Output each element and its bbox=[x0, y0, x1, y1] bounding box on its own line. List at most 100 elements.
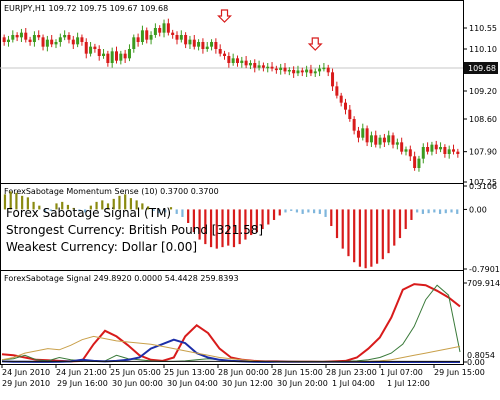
signal-tick-label: 709.9141 bbox=[467, 279, 500, 288]
momentum-bar bbox=[26, 197, 29, 210]
momentum-bar bbox=[55, 203, 58, 210]
candle-body bbox=[261, 65, 265, 68]
momentum-bar bbox=[301, 209, 304, 214]
momentum-bar bbox=[278, 209, 281, 216]
down-arrow-icon bbox=[217, 9, 232, 23]
candle-body bbox=[84, 42, 88, 54]
candle-body bbox=[244, 60, 248, 66]
time-label-row2: 30 Jun 00:00 bbox=[112, 379, 163, 388]
candle-body bbox=[240, 60, 244, 63]
momentum-bar bbox=[393, 209, 396, 246]
candle-body bbox=[296, 70, 300, 74]
candle-body bbox=[37, 35, 41, 38]
candle-body bbox=[313, 71, 317, 74]
time-label-row2: 1 Jul 12:00 bbox=[387, 379, 430, 388]
momentum-bar bbox=[152, 209, 155, 211]
time-label-row2: 29 Jun 2010 bbox=[2, 379, 50, 388]
momentum-bar bbox=[238, 209, 241, 245]
candle-body bbox=[45, 39, 49, 47]
candle-body bbox=[89, 46, 93, 54]
candles-group bbox=[2, 18, 460, 172]
momentum-bar bbox=[456, 209, 459, 214]
momentum-bar bbox=[89, 205, 92, 210]
momentum-bar bbox=[118, 195, 121, 210]
candle-body bbox=[318, 68, 322, 72]
candle-body bbox=[378, 137, 382, 145]
candle-body bbox=[54, 42, 58, 45]
momentum-header: ForexSabotage Momentum Sense (10) 0.3700… bbox=[4, 187, 219, 196]
main-tick-label: 110.55 bbox=[469, 24, 497, 33]
momentum-bar bbox=[267, 209, 270, 225]
momentum-bar bbox=[72, 207, 75, 210]
candle-body bbox=[274, 68, 278, 71]
momentum-bar bbox=[129, 198, 133, 210]
candle-body bbox=[365, 128, 369, 143]
momentum-bar bbox=[215, 209, 218, 249]
overlay-title: Forex Sabotage Signal (TM) bbox=[6, 206, 171, 220]
momentum-bar bbox=[198, 209, 201, 240]
candle-body bbox=[6, 39, 10, 42]
candle-body bbox=[417, 158, 421, 168]
candle-body bbox=[106, 53, 110, 63]
candle-body bbox=[322, 67, 326, 70]
candle-body bbox=[421, 147, 425, 159]
down-arrow-icon bbox=[307, 37, 323, 51]
momentum-bar bbox=[187, 209, 190, 223]
momentum-bar bbox=[438, 209, 442, 214]
candle-body bbox=[192, 39, 196, 47]
candle-body bbox=[331, 72, 335, 87]
candle-body bbox=[201, 42, 205, 49]
candle-body bbox=[2, 37, 6, 42]
candle-body bbox=[361, 128, 365, 138]
time-label-row2: 30 Jun 04:00 bbox=[167, 379, 218, 388]
momentum-bar bbox=[444, 209, 447, 214]
momentum-bar bbox=[84, 209, 87, 213]
time-label-row1: 28 Jun 00:00 bbox=[218, 368, 269, 377]
candle-body bbox=[344, 102, 347, 110]
momentum-bar bbox=[358, 209, 362, 267]
candle-body bbox=[175, 35, 179, 40]
candle-body bbox=[326, 67, 330, 73]
momentum-bar bbox=[38, 205, 41, 210]
momentum-bar bbox=[221, 209, 224, 248]
candle-body bbox=[210, 42, 214, 47]
candle-body bbox=[395, 142, 399, 145]
candle-body bbox=[153, 28, 157, 35]
momentum-bar bbox=[244, 209, 247, 240]
main-tick-label: 108.60 bbox=[469, 115, 497, 124]
momentum-bar bbox=[32, 201, 35, 210]
signal-line bbox=[1, 335, 461, 363]
momentum-bar bbox=[135, 200, 138, 210]
time-label-row1: 29 Jun 15:00 bbox=[434, 368, 485, 377]
momentum-bar bbox=[381, 209, 384, 260]
candle-body bbox=[184, 35, 188, 45]
candle-body bbox=[374, 135, 378, 145]
momentum-bar bbox=[101, 200, 104, 210]
momentum-bar bbox=[410, 209, 413, 220]
candle-body bbox=[456, 151, 460, 154]
momentum-bar bbox=[375, 209, 379, 264]
momentum-bar bbox=[66, 204, 70, 210]
candle-body bbox=[41, 37, 45, 47]
momentum-bar bbox=[347, 209, 350, 257]
time-label-row2: 30 Jun 12:00 bbox=[222, 379, 273, 388]
momentum-bar bbox=[307, 209, 310, 213]
candle-body bbox=[80, 37, 84, 42]
momentum-bar bbox=[175, 209, 178, 214]
candle-body bbox=[110, 51, 114, 63]
momentum-bar bbox=[204, 209, 207, 245]
candle-body bbox=[115, 51, 118, 61]
candle-body bbox=[426, 147, 430, 152]
candle-body bbox=[235, 58, 239, 63]
candle-body bbox=[162, 23, 166, 33]
momentum-bar bbox=[387, 209, 390, 254]
main-price-axis: 110.55 110.10 109.20 108.60 107.90 107.25 bbox=[463, 24, 497, 187]
momentum-tick-label: 0.00 bbox=[469, 205, 487, 214]
candle-body bbox=[145, 30, 149, 40]
momentum-bar bbox=[416, 209, 419, 213]
candle-body bbox=[158, 28, 162, 33]
momentum-bar bbox=[370, 209, 373, 267]
candle-body bbox=[24, 32, 28, 40]
